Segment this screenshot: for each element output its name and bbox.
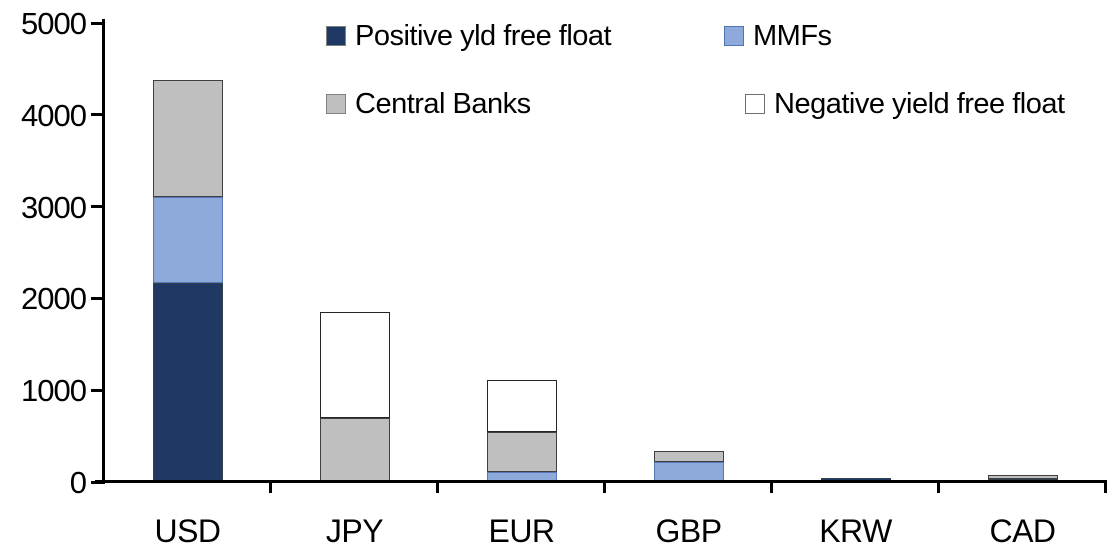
- y-axis-line: [102, 19, 105, 484]
- bar-segment: [319, 312, 390, 418]
- y-tick-label: 0: [69, 465, 87, 500]
- legend-item: Central Banks: [326, 85, 531, 123]
- category-label: GBP: [655, 513, 722, 549]
- legend-item: Positive yld free float: [326, 17, 612, 55]
- bar-segment: [152, 197, 223, 283]
- category-label: USD: [154, 513, 221, 549]
- legend-swatch-icon: [745, 94, 765, 114]
- y-tick-label: 4000: [21, 97, 87, 133]
- y-tick: [91, 113, 103, 117]
- legend-swatch-icon: [724, 26, 744, 46]
- x-tick: [269, 482, 272, 493]
- y-tick: [91, 296, 103, 300]
- x-tick: [937, 482, 940, 493]
- bar-segment: [653, 461, 724, 482]
- y-tick: [91, 388, 103, 392]
- category-label: JPY: [325, 513, 384, 549]
- y-tick-label: 1000: [21, 373, 87, 409]
- y-tick-label: 3000: [21, 189, 87, 225]
- bar-segment: [152, 282, 223, 482]
- y-tick: [91, 205, 103, 209]
- y-tick: [91, 21, 103, 25]
- bar-segment: [319, 417, 390, 482]
- x-tick: [603, 482, 606, 493]
- legend-swatch-icon: [326, 26, 346, 46]
- bar-segment: [486, 379, 557, 432]
- category-label: EUR: [488, 513, 555, 549]
- legend-item: MMFs: [724, 17, 832, 55]
- bar-segment: [987, 475, 1058, 479]
- x-tick: [436, 482, 439, 493]
- legend-label: Central Banks: [355, 87, 531, 120]
- bar-segment: [486, 431, 557, 472]
- category-label: KRW: [819, 513, 892, 549]
- y-tick-label: 5000: [21, 6, 87, 41]
- bar-segment: [653, 451, 724, 462]
- bar-segment: [152, 79, 223, 198]
- x-tick: [770, 482, 773, 493]
- legend-swatch-icon: [326, 94, 346, 114]
- legend-label: Negative yield free float: [774, 87, 1065, 120]
- x-tick: [1104, 482, 1107, 493]
- y-tick-label: 2000: [21, 281, 87, 317]
- category-label: CAD: [989, 513, 1056, 549]
- legend-label: Positive yld free float: [355, 19, 612, 52]
- x-axis-line: [95, 480, 1107, 483]
- legend-item: Negative yield free float: [745, 85, 1065, 123]
- legend-label: MMFs: [753, 19, 832, 52]
